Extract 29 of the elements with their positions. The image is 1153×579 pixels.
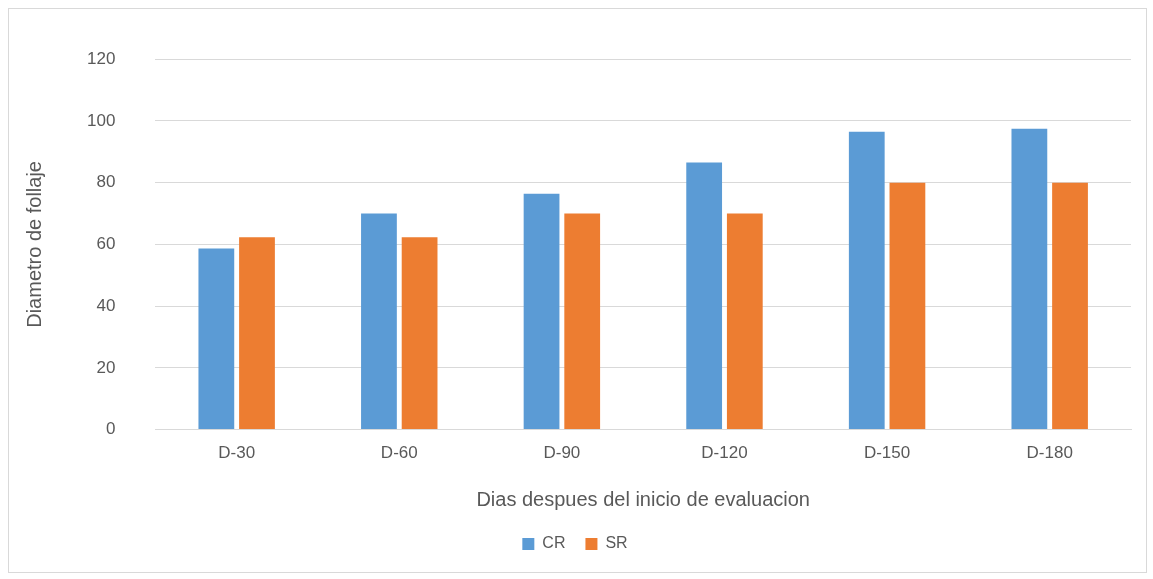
- y-tick-label: 20: [96, 357, 116, 377]
- x-tick-label: D-60: [380, 443, 418, 463]
- x-tick-label: D-120: [701, 443, 748, 463]
- bar: [686, 162, 723, 430]
- y-tick-label: 120: [86, 48, 116, 68]
- y-axis-title: Diametro de follaje: [22, 161, 45, 328]
- y-tick-label: 80: [96, 172, 116, 192]
- y-tick-label: 100: [86, 110, 116, 130]
- legend-label: CR: [542, 534, 566, 552]
- bar: [401, 237, 438, 430]
- y-tick-label: 40: [96, 295, 116, 315]
- y-tick-label: 0: [105, 419, 116, 439]
- bar: [239, 237, 275, 430]
- x-tick-label: D-150: [863, 443, 911, 463]
- x-tick-label: D-180: [1026, 443, 1073, 463]
- bar: [523, 193, 560, 430]
- bar: [361, 213, 397, 430]
- bar: [1052, 182, 1088, 430]
- bar: [889, 182, 926, 430]
- bar: [848, 131, 885, 430]
- legend-label: SR: [605, 534, 628, 552]
- x-tick-label: D-30: [218, 443, 256, 463]
- bar: [1011, 128, 1048, 430]
- bar: [726, 213, 763, 430]
- bar: [564, 213, 601, 430]
- y-tick-label: 60: [96, 234, 116, 254]
- x-tick-label: D-90: [543, 443, 581, 463]
- x-axis-title: Dias despues del inicio de evaluacion: [476, 487, 810, 510]
- bar: [198, 248, 235, 430]
